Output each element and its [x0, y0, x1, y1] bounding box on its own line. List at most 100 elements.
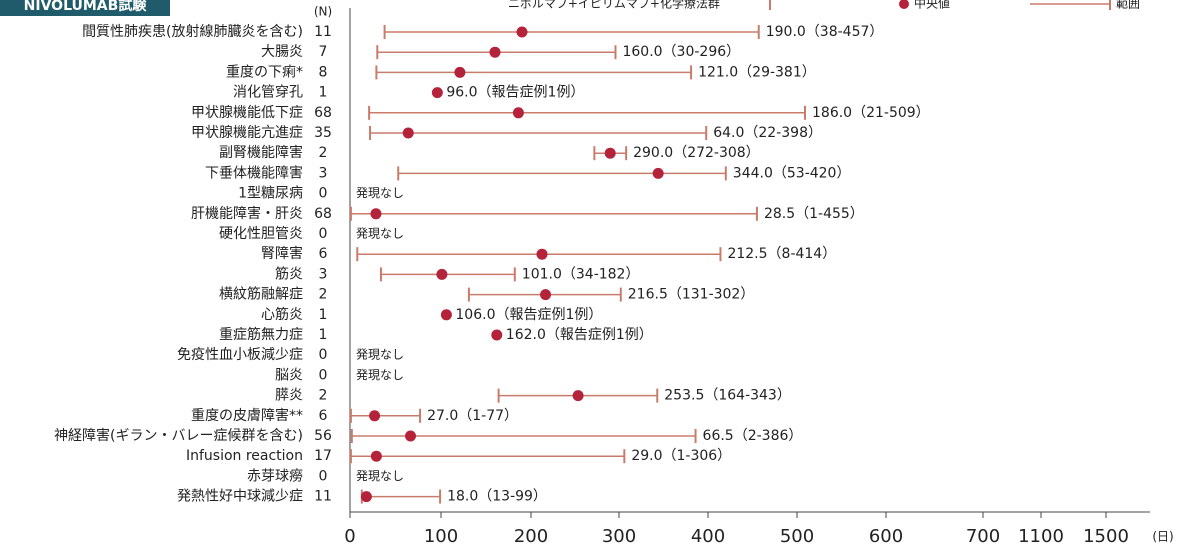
median-dot [516, 26, 528, 38]
median-dot [536, 248, 548, 260]
n-label: 3 [319, 165, 328, 181]
n-label: 0 [319, 468, 328, 484]
median-dot [512, 107, 524, 119]
n-label: 1 [319, 85, 328, 101]
n-label: 6 [319, 408, 328, 424]
value-label: 290.0（272-308） [633, 145, 760, 161]
median-dot [491, 329, 503, 341]
n-label: 3 [319, 266, 328, 282]
value-label: 216.5（131-302） [628, 287, 755, 303]
median-dot [540, 289, 552, 301]
value-label: 18.0（13-99） [447, 489, 547, 505]
value-label: 発現なし [356, 348, 404, 362]
median-dot [604, 147, 616, 159]
legend-label: 中央値 [914, 0, 950, 11]
legend-label: 範囲 [1116, 0, 1140, 11]
category-label: 硬化性胆管炎 [219, 226, 303, 242]
median-dot [431, 87, 443, 99]
value-label: 27.0（1-77） [427, 408, 518, 424]
x-tick-label: 500 [780, 526, 814, 547]
category-label: 筋炎 [275, 265, 303, 282]
median-dot [652, 167, 664, 179]
n-header: (N) [314, 5, 332, 19]
x-tick-label: 700 [966, 526, 1000, 547]
category-label: 消化管穿孔 [233, 85, 303, 101]
median-dot [440, 309, 452, 321]
n-label: 1 [319, 327, 328, 343]
category-label: 重度の下痢* [226, 64, 303, 80]
value-label: 101.0（34-182） [522, 266, 640, 282]
median-dot [360, 491, 372, 503]
value-label: 64.0（22-398） [713, 125, 822, 141]
value-label: 253.5（164-343） [664, 388, 791, 404]
x-axis-label: (日) [1152, 530, 1173, 544]
value-label: 発現なし [356, 469, 404, 483]
category-label: 発熱性好中球減少症 [177, 488, 303, 505]
n-label: 0 [319, 226, 328, 242]
value-label: 186.0（21-509） [812, 105, 930, 121]
x-tick-label: 1100 [1018, 526, 1064, 547]
x-tick-label: 0 [344, 526, 355, 547]
category-label: 副腎機能障害 [219, 145, 303, 161]
n-label: 2 [319, 388, 328, 404]
category-label: 間質性肺疾患(放射線肺臓炎を含む) [82, 24, 303, 40]
value-label: 190.0（38-457） [766, 24, 884, 40]
value-label: 121.0（29-381） [698, 64, 816, 80]
value-label: 96.0（報告症例1例） [446, 85, 584, 101]
n-label: 1 [319, 307, 328, 323]
category-label: 下垂体機能障害 [205, 165, 303, 181]
category-label: 重症筋無力症 [219, 326, 303, 343]
n-label: 7 [319, 44, 328, 60]
median-dot [436, 268, 448, 280]
n-label: 56 [314, 428, 332, 444]
value-label: 66.5（2-386） [703, 428, 803, 444]
category-label: Infusion reaction [186, 448, 303, 464]
value-label: 29.0（1-306） [631, 448, 731, 464]
median-dot [370, 208, 382, 220]
title-box [0, 0, 170, 16]
n-label: 17 [314, 448, 332, 464]
value-label: 162.0（報告症例1例） [506, 327, 653, 343]
category-label: 免疫性血小板減少症 [177, 346, 303, 363]
x-tick-label: 100 [424, 526, 458, 547]
n-label: 2 [319, 287, 328, 303]
category-label: 神経障害(ギラン・バレー症候群を含む) [54, 428, 303, 444]
n-label: 11 [314, 489, 332, 505]
median-dot [370, 450, 382, 462]
group-label: ニボルマブ+イピリムマブ+化学療法群 [508, 0, 720, 11]
category-label: 甲状腺機能低下症 [191, 105, 303, 121]
x-tick-label: 400 [691, 526, 725, 547]
legend-dot [899, 0, 909, 9]
value-label: 212.5（8-414） [727, 246, 836, 262]
category-label: 重度の皮膚障害** [191, 408, 303, 424]
n-label: 2 [319, 145, 328, 161]
x-tick-label: 300 [602, 526, 636, 547]
category-label: 1型糖尿病 [238, 186, 303, 202]
n-label: 11 [314, 24, 332, 40]
n-label: 0 [319, 186, 328, 202]
median-dot [402, 127, 414, 139]
n-label: 0 [319, 347, 328, 363]
median-dot [489, 46, 501, 58]
n-label: 68 [314, 206, 332, 222]
category-label: 肝機能障害・肝炎 [191, 206, 303, 222]
value-label: 発現なし [356, 368, 404, 382]
n-label: 6 [319, 246, 328, 262]
category-label: 赤芽球癆 [247, 467, 303, 484]
category-label: 横紋筋融解症 [219, 286, 303, 303]
median-dot [454, 66, 466, 78]
value-label: 160.0（30-296） [622, 44, 740, 60]
category-label: 心筋炎 [261, 306, 303, 323]
category-label: 脳炎 [275, 367, 303, 383]
x-tick-label: 600 [869, 526, 903, 547]
chart-title: NIVOLUMAB試験 [24, 0, 148, 14]
value-label: 28.5（1-455） [764, 206, 864, 222]
median-dot [572, 390, 584, 402]
category-label: 大腸炎 [261, 44, 303, 60]
x-tick-label: 1500 [1083, 526, 1129, 547]
value-label: 106.0（報告症例1例） [455, 307, 602, 323]
category-label: 甲状腺機能亢進症 [191, 124, 303, 141]
median-dot [405, 430, 417, 442]
value-label: 344.0（53-420） [733, 165, 851, 181]
